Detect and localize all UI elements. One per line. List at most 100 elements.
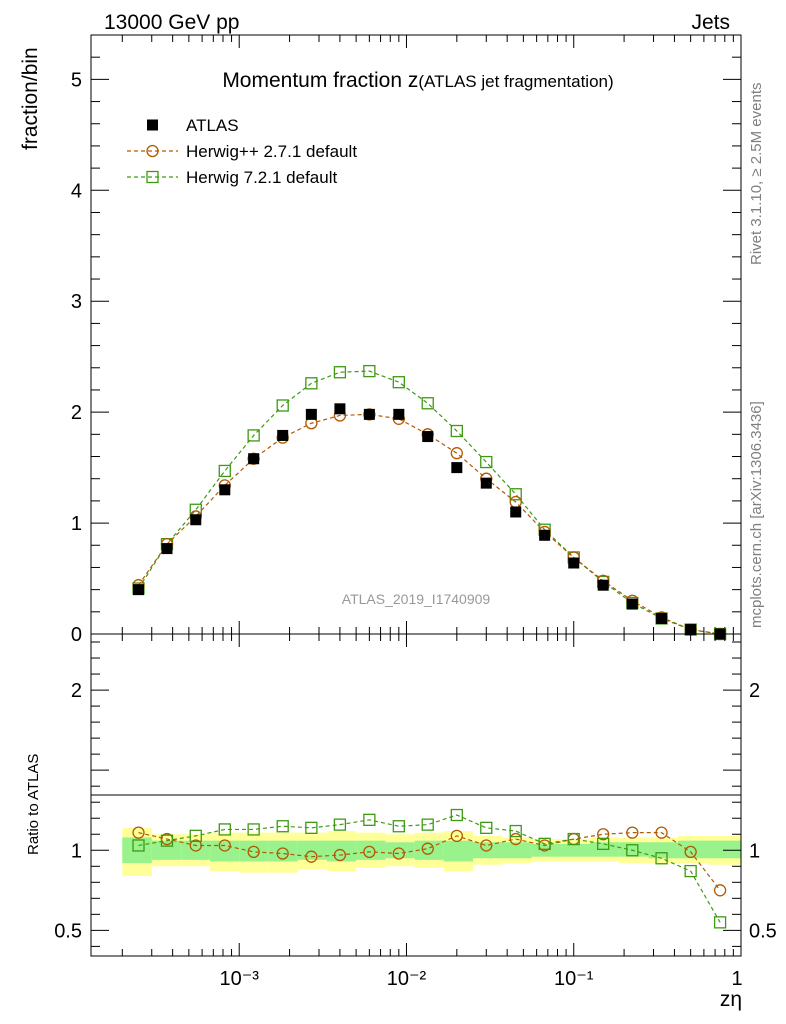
band-inner-segment: [677, 840, 708, 859]
data-point-atlas: [685, 624, 697, 636]
band-inner-segment: [385, 842, 415, 859]
band-inner-segment: [327, 840, 357, 862]
band-inner-segment: [239, 840, 269, 862]
data-point-herwig-2-7-1-default: [189, 839, 202, 852]
band-inner-segment: [707, 840, 741, 859]
data-point-herwig-7-2-1-default: [305, 821, 318, 834]
data-point-atlas: [568, 557, 580, 569]
data-point-atlas: [480, 477, 492, 489]
data-point-herwig-7-2-1-default: [392, 820, 405, 833]
data-point-herwig-2-7-1-default: [392, 847, 405, 860]
data-point-herwig-7-2-1-default: [713, 916, 727, 929]
x-axis-label: zη: [720, 988, 742, 1011]
band-inner-segment: [561, 843, 590, 857]
data-point-herwig-2-7-1-default: [333, 848, 347, 862]
data-point-herwig-7-2-1-default: [450, 424, 463, 438]
data-point-herwig-2-7-1-default: [626, 826, 639, 839]
rivet-version-label: Rivet 3.1.10, ≥ 2.5M events: [748, 83, 765, 266]
header-process: 13000 GeV pp: [104, 11, 239, 34]
main-title: Momentum fraction z(ATLAS jet fragmentat…: [222, 69, 613, 92]
main-panel: Momentum fraction z(ATLAS jet fragmentat…: [19, 34, 742, 646]
header-observable: Jets: [691, 11, 730, 34]
data-point-herwig-2-7-1-default: [450, 829, 463, 843]
band-inner-segment: [297, 840, 328, 860]
data-point-atlas: [393, 408, 405, 420]
y-tick-label-right: 1: [749, 840, 760, 862]
data-point-herwig-2-7-1-default: [421, 842, 434, 855]
data-point-herwig-7-2-1-default: [421, 397, 434, 410]
main-axis-ticks: 0 1 2 3 4 5: [71, 34, 741, 646]
data-point-herwig-7-2-1-default: [509, 488, 522, 501]
data-point-herwig-2-7-1-default: [509, 832, 522, 846]
y-tick-label-left: 2: [71, 680, 82, 702]
data-point-herwig-2-7-1-default: [655, 826, 668, 839]
data-point-herwig-7-2-1-default: [684, 864, 697, 878]
data-point-herwig-7-2-1-default: [160, 834, 174, 847]
data-point-herwig-7-2-1-default: [218, 464, 231, 478]
data-point-herwig-2-7-1-default: [305, 850, 318, 863]
y-tick-label: 1: [71, 513, 82, 535]
data-point-herwig-7-2-1-default: [626, 844, 639, 857]
y-tick-label: 5: [71, 69, 82, 91]
band-inner-segment: [181, 840, 211, 860]
data-point-herwig-2-7-1-default: [684, 845, 697, 859]
main-y-axis-label: fraction/bin: [19, 47, 42, 150]
data-point-herwig-7-2-1-default: [450, 808, 463, 822]
data-point-atlas: [510, 506, 522, 518]
data-point-herwig-7-2-1-default: [655, 852, 668, 865]
data-point-atlas: [539, 529, 551, 541]
ratio-y-axis-label: Ratio to ATLAS: [25, 754, 42, 855]
data-point-herwig-7-2-1-default: [392, 376, 405, 389]
data-point-atlas: [161, 543, 173, 555]
data-point-herwig-7-2-1-default: [276, 399, 289, 412]
data-point-herwig-2-7-1-default: [247, 845, 260, 859]
series-line-herwig-7-2-1-default: [137, 370, 721, 635]
y-tick-label-left: 1: [71, 840, 82, 862]
legend-marker-atlas: [147, 119, 158, 131]
data-point-atlas: [133, 584, 145, 596]
legend-label-herwig-2-7-1-default: Herwig++ 2.7.1 default: [186, 142, 357, 161]
legend-marker-herwig-2-7-1-default: [146, 144, 159, 158]
data-point-herwig-7-2-1-default: [132, 839, 145, 852]
data-point-herwig-7-2-1-default: [218, 823, 231, 836]
ratio-panel: Ratio to ATLAS zη 10⁻³ 10⁻² 10⁻¹ 1 0.5 0.5 1 1 2…: [25, 633, 777, 1011]
band-inner-segment: [502, 842, 532, 859]
data-point-herwig-7-2-1-default: [421, 818, 434, 831]
legend: ATLAS Herwig++ 2.7.1 default Herwig 7.2.1 …: [127, 116, 357, 187]
data-point-atlas: [597, 579, 609, 591]
series-line-herwig-2-7-1-default: [138, 832, 721, 891]
x-tick-label: 10⁻³: [219, 968, 259, 990]
data-point-atlas: [219, 484, 231, 496]
analysis-watermark: ATLAS_2019_I1740909: [342, 591, 491, 607]
data-point-herwig-2-7-1-default: [276, 847, 289, 860]
data-point-atlas: [422, 431, 434, 443]
data-point-herwig-2-7-1-default: [218, 839, 231, 852]
data-point-herwig-2-7-1-default: [363, 845, 376, 859]
mcplots-reference-label: mcplots.cern.ch [arXiv:1306.3436]: [748, 401, 765, 628]
data-point-herwig-7-2-1-default: [276, 820, 289, 833]
data-point-herwig-2-7-1-default: [450, 447, 463, 460]
y-tick-label: 0: [71, 624, 82, 646]
data-point-herwig-2-7-1-default: [713, 884, 727, 897]
y-tick-label-right: 2: [749, 680, 760, 702]
y-tick-label-left: 0.5: [54, 920, 82, 942]
y-tick-label-right: 0.5: [749, 920, 777, 942]
legend-marker-herwig-7-2-1-default: [146, 170, 159, 184]
data-point-herwig-7-2-1-default: [305, 377, 318, 390]
x-tick-label: 10⁻¹: [554, 968, 594, 990]
data-point-herwig-7-2-1-default: [247, 429, 260, 442]
data-point-atlas: [305, 408, 317, 420]
main-title-subtext: (ATLAS jet fragmentation): [418, 72, 613, 91]
data-point-herwig-7-2-1-default: [597, 837, 610, 851]
data-point-herwig-7-2-1-default: [567, 832, 580, 846]
data-point-atlas: [363, 408, 375, 420]
data-point-herwig-7-2-1-default: [538, 837, 551, 851]
data-point-herwig-7-2-1-default: [480, 455, 493, 469]
data-point-atlas: [248, 453, 260, 465]
legend-label-atlas: ATLAS: [186, 116, 239, 135]
main-series-layer: [132, 364, 727, 641]
data-point-herwig-7-2-1-default: [247, 823, 260, 836]
band-inner-segment: [151, 840, 182, 860]
data-point-atlas: [277, 429, 289, 441]
data-point-herwig-7-2-1-default: [189, 829, 202, 843]
